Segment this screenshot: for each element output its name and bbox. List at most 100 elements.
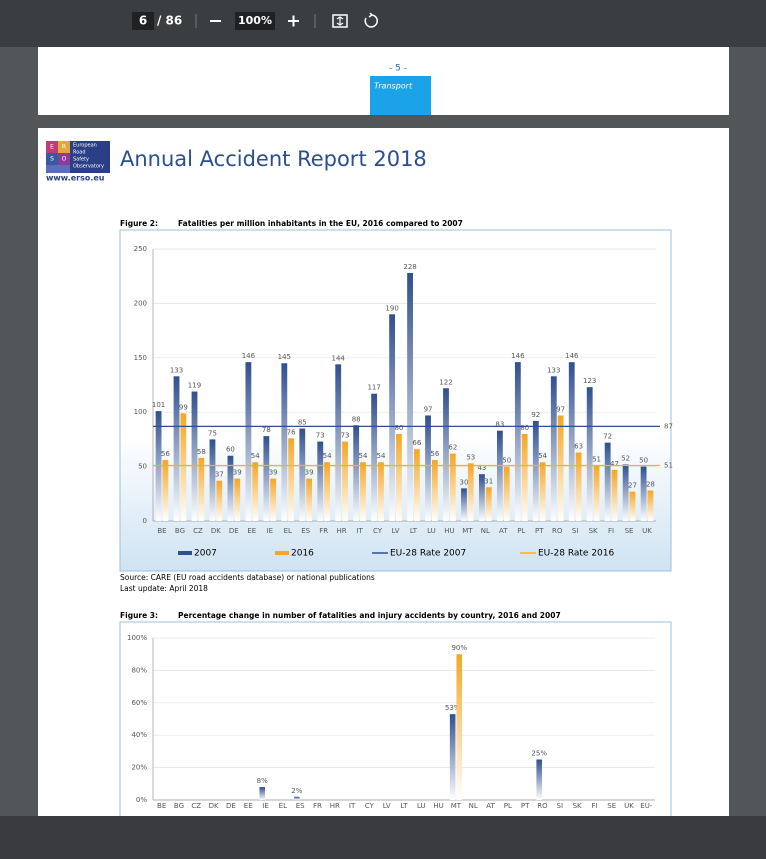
data-label: 66 <box>412 439 421 447</box>
bar <box>611 469 618 521</box>
data-label: 56 <box>161 450 170 458</box>
bar <box>593 465 600 521</box>
x-tick-label: LU <box>417 802 426 810</box>
zoom-level: 100% <box>238 14 272 27</box>
zoom-input[interactable] <box>235 12 275 30</box>
logo-tile <box>58 141 70 153</box>
x-tick-label: LV <box>383 802 391 810</box>
bar <box>575 452 582 521</box>
data-label: 51 <box>592 456 601 464</box>
bar <box>407 272 413 521</box>
logo-tile <box>46 141 58 153</box>
bar <box>443 388 449 521</box>
x-tick-label: PL <box>504 802 512 810</box>
logo: E R S O European Road Safety Observatory… <box>46 141 110 183</box>
x-tick-label: CY <box>365 802 375 810</box>
x-tick-label: BG <box>175 527 185 535</box>
data-label: 52 <box>621 454 630 462</box>
bar <box>557 415 564 521</box>
data-label: 228 <box>403 263 416 271</box>
bar <box>514 362 521 521</box>
legend-label: 2007 <box>194 549 217 559</box>
logo-text: European <box>73 143 97 149</box>
y-tick-label: 100 <box>134 408 147 416</box>
logo-url: www.erso.eu <box>46 174 105 183</box>
data-label: 92 <box>531 411 540 419</box>
bar <box>270 478 277 521</box>
y-tick-label: 100% <box>127 634 147 642</box>
figure-caption: Fatalities per million inhabitants in th… <box>178 219 463 228</box>
logo-letter: O <box>62 156 67 163</box>
data-label: 50 <box>639 457 648 465</box>
fit-page[interactable] <box>332 14 348 28</box>
toolbar <box>0 0 766 47</box>
figure-source: Source: CARE (EU road accidents database… <box>120 573 375 582</box>
data-label: 47 <box>610 460 619 468</box>
rotate[interactable] <box>364 12 378 28</box>
x-tick-label: BE <box>157 802 166 810</box>
data-label: 99 <box>179 403 188 411</box>
bar <box>335 364 342 521</box>
data-label: 122 <box>439 378 452 386</box>
x-tick-label: ES <box>301 527 310 535</box>
bar <box>353 425 360 521</box>
logo-text: Road <box>73 150 86 156</box>
data-label: 133 <box>547 366 560 374</box>
bar <box>425 415 431 521</box>
bar <box>294 796 300 800</box>
report-title: Annual Accident Report 2018 <box>120 147 427 171</box>
legend-label: EU-28 Rate 2007 <box>390 549 466 559</box>
zoom-out[interactable] <box>210 20 221 22</box>
data-label: 39 <box>269 469 278 477</box>
reference-label: 87 <box>664 422 673 430</box>
data-label: 88 <box>352 415 361 423</box>
bar <box>539 462 546 521</box>
bar <box>252 462 259 521</box>
x-tick-label: DK <box>209 802 219 810</box>
data-label: 72 <box>603 433 612 441</box>
x-tick-label: HU <box>444 527 454 535</box>
data-label: 146 <box>242 352 256 360</box>
data-label: 31 <box>484 477 493 485</box>
data-label: 75 <box>208 429 217 437</box>
data-label: 25% <box>531 750 547 758</box>
x-tick-label: FR <box>319 527 328 535</box>
x-tick-label: DE <box>229 527 239 535</box>
data-label: 60 <box>226 446 235 454</box>
page-count: / 86 <box>157 14 182 28</box>
x-tick-label: LT <box>410 527 418 535</box>
zoom-in[interactable] <box>288 15 299 27</box>
x-tick-label: AT <box>486 802 495 810</box>
x-tick-label: RO <box>537 802 548 810</box>
bar <box>536 759 542 800</box>
x-tick-label: LT <box>400 802 408 810</box>
data-label: 54 <box>377 452 386 460</box>
fit-icon <box>336 16 344 26</box>
bar <box>456 654 463 800</box>
x-tick-label: CZ <box>191 802 201 810</box>
bar <box>449 453 456 521</box>
logo-letter: E <box>50 144 54 151</box>
bar <box>604 442 611 521</box>
chart-frame <box>119 621 672 823</box>
data-label: 39 <box>233 469 242 477</box>
data-label: 90% <box>451 644 467 652</box>
data-label: 63 <box>574 442 583 450</box>
x-tick-label: BG <box>174 802 184 810</box>
data-label: 144 <box>332 354 346 362</box>
data-label: 30 <box>460 478 469 486</box>
logo-letter: R <box>62 144 66 151</box>
bar <box>245 362 252 521</box>
page-input[interactable] <box>132 12 154 30</box>
x-tick-label: NL <box>481 527 490 535</box>
x-tick-label: IT <box>356 527 363 535</box>
x-tick-label: CY <box>373 527 383 535</box>
bar <box>647 490 654 521</box>
bar <box>198 457 205 521</box>
y-tick-label: 80% <box>131 666 147 674</box>
bar <box>317 441 324 521</box>
x-tick-label: SI <box>572 527 579 535</box>
logo-tile <box>46 165 70 173</box>
